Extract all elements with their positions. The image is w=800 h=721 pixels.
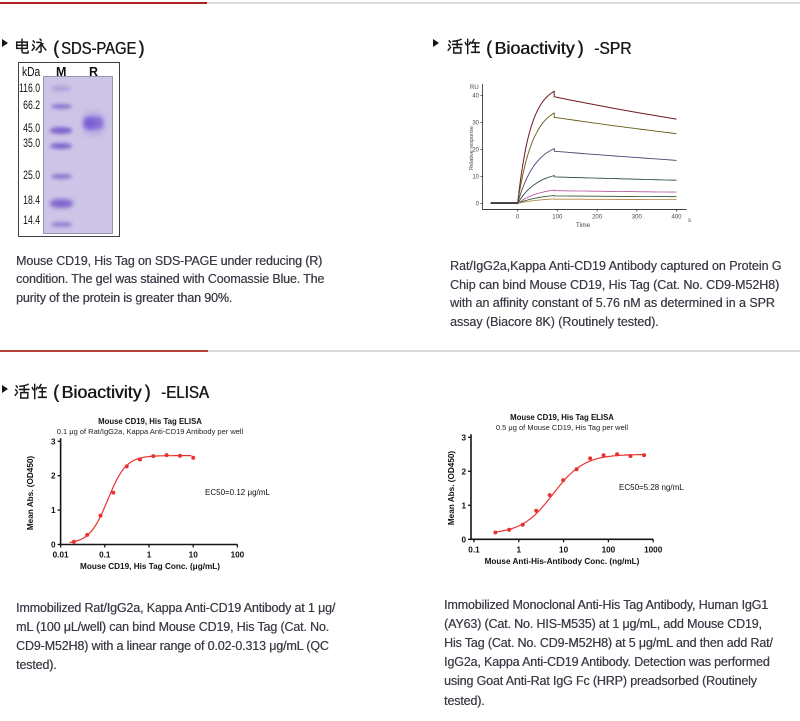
svg-text:20: 20	[472, 147, 479, 153]
svg-text:100: 100	[602, 545, 616, 554]
svg-text:100: 100	[231, 551, 245, 560]
svg-text:0.1: 0.1	[468, 545, 480, 554]
svg-text:10: 10	[559, 545, 569, 554]
svg-text:0: 0	[461, 535, 466, 544]
svg-text:400: 400	[671, 215, 682, 221]
svg-text:100: 100	[552, 215, 563, 221]
svg-text:0: 0	[476, 201, 480, 207]
svg-text:1: 1	[517, 545, 522, 554]
svg-text:300: 300	[632, 215, 643, 221]
svg-text:0.5 μg of Mouse CD19, His Tag: 0.5 μg of Mouse CD19, His Tag per well	[496, 423, 628, 432]
svg-text:Mouse CD19, His Tag Conc. (μg/: Mouse CD19, His Tag Conc. (μg/mL)	[80, 562, 220, 571]
svg-text:1: 1	[147, 551, 152, 560]
svg-text:EC50=0.12 μg/mL: EC50=0.12 μg/mL	[205, 488, 270, 497]
svg-text:RU: RU	[470, 85, 479, 91]
svg-text:0: 0	[51, 541, 56, 550]
svg-text:EC50=5.28 ng/mL: EC50=5.28 ng/mL	[619, 483, 684, 492]
svg-text:2: 2	[51, 472, 56, 481]
svg-text:1: 1	[461, 501, 466, 510]
svg-text:10: 10	[189, 551, 199, 560]
svg-text:3: 3	[51, 437, 56, 446]
svg-text:0.01: 0.01	[53, 551, 69, 560]
svg-text:0: 0	[516, 215, 520, 221]
svg-text:0.1: 0.1	[99, 551, 111, 560]
svg-text:Mouse CD19, His Tag ELISA: Mouse CD19, His Tag ELISA	[98, 417, 202, 426]
svg-text:2: 2	[461, 467, 466, 476]
svg-text:1000: 1000	[644, 545, 663, 554]
svg-text:1: 1	[51, 506, 56, 515]
svg-text:200: 200	[592, 215, 603, 221]
svg-text:Relative response: Relative response	[469, 126, 475, 170]
svg-text:10: 10	[472, 174, 479, 180]
svg-text:Mouse Anti-His-Antibody Conc.: Mouse Anti-His-Antibody Conc. (ng/mL)	[485, 557, 640, 566]
svg-text:Mean Abs. (OD450): Mean Abs. (OD450)	[447, 451, 456, 526]
svg-text:Time: Time	[576, 222, 591, 229]
svg-text:Mean Abs. (OD450): Mean Abs. (OD450)	[26, 456, 35, 531]
svg-text:40: 40	[472, 93, 479, 99]
svg-text:Mouse CD19, His Tag ELISA: Mouse CD19, His Tag ELISA	[510, 413, 614, 422]
svg-text:30: 30	[472, 120, 479, 126]
svg-text:s: s	[688, 218, 691, 224]
svg-text:0.1 μg of Rat/IgG2a, Kappa Ant: 0.1 μg of Rat/IgG2a, Kappa Anti-CD19 Ant…	[57, 427, 244, 436]
svg-text:3: 3	[461, 433, 466, 442]
